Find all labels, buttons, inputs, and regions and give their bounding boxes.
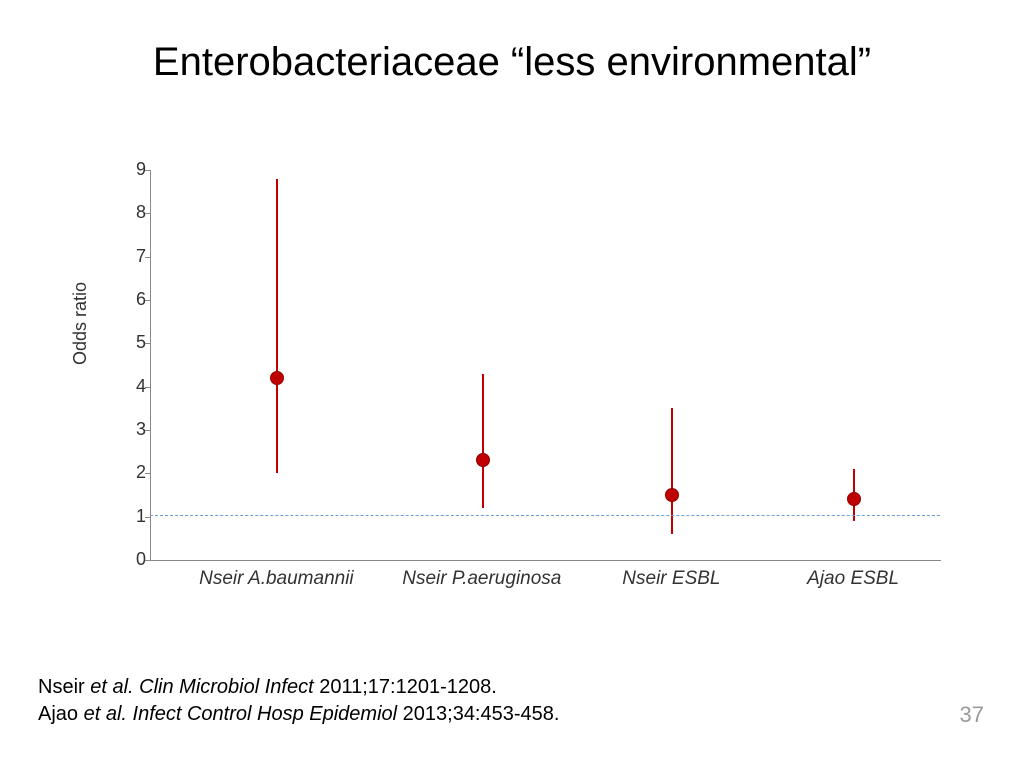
ytick-mark [145, 300, 150, 301]
ytick-label: 6 [116, 289, 146, 310]
plot-area [150, 170, 941, 561]
page-number: 37 [960, 702, 984, 728]
xtick-label: Nseir A.baumannii [199, 568, 354, 590]
forest-plot-chart: Odds ratio 0123456789Nseir A.baumanniiNs… [80, 170, 950, 600]
references: Nseir et al. Clin Microbiol Infect 2011;… [38, 674, 559, 728]
ytick-label: 1 [116, 506, 146, 527]
data-point [847, 492, 861, 506]
slide-title: Enterobacteriaceae “less environmental” [0, 40, 1024, 85]
data-point [476, 453, 490, 467]
ytick-mark [145, 387, 150, 388]
ytick-label: 4 [116, 376, 146, 397]
ytick-label: 0 [116, 549, 146, 570]
data-point [665, 488, 679, 502]
ytick-mark [145, 213, 150, 214]
ytick-label: 5 [116, 332, 146, 353]
ytick-mark [145, 170, 150, 171]
reference-line-2: Ajao et al. Infect Control Hosp Epidemio… [38, 701, 559, 728]
ytick-mark [145, 343, 150, 344]
ytick-mark [145, 257, 150, 258]
ytick-label: 2 [116, 462, 146, 483]
ytick-mark [145, 430, 150, 431]
ytick-label: 7 [116, 246, 146, 267]
ytick-label: 9 [116, 159, 146, 180]
data-point [270, 371, 284, 385]
ytick-mark [145, 473, 150, 474]
ytick-label: 8 [116, 202, 146, 223]
xtick-label: Ajao ESBL [807, 568, 899, 590]
ytick-label: 3 [116, 419, 146, 440]
error-bar [276, 179, 278, 474]
y-axis-label: Odds ratio [70, 282, 91, 365]
ytick-mark [145, 560, 150, 561]
xtick-label: Nseir P.aeruginosa [402, 568, 561, 590]
xtick-label: Nseir ESBL [622, 568, 720, 590]
reference-line-1: Nseir et al. Clin Microbiol Infect 2011;… [38, 674, 559, 701]
ytick-mark [145, 517, 150, 518]
error-bar [482, 374, 484, 508]
reference-line [150, 515, 940, 516]
